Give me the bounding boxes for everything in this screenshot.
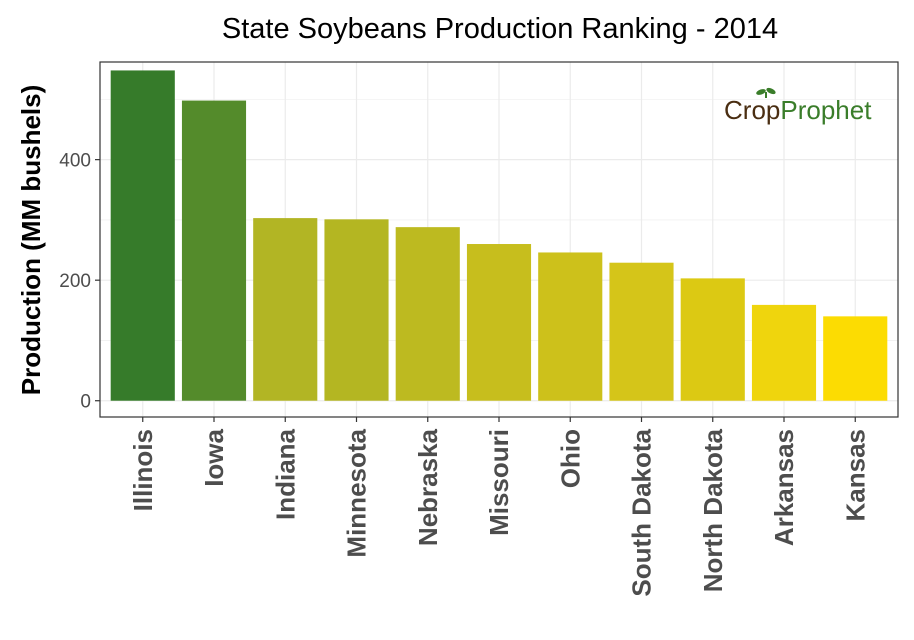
bar-kansas	[823, 316, 888, 401]
bar-arkansas	[751, 304, 817, 401]
bar-minnesota	[324, 219, 389, 401]
x-tick-label: Kansas	[840, 429, 870, 522]
croprophet-logo: CropProphet	[724, 87, 872, 125]
x-tick-label: Missouri	[484, 429, 514, 536]
x-tick-label: Iowa	[199, 428, 229, 486]
x-tick-label: Nebraska	[413, 428, 443, 546]
logo-text-part1: Cr	[724, 95, 752, 125]
bar-iowa	[181, 100, 247, 401]
bar-indiana	[253, 218, 318, 401]
bar-missouri	[466, 244, 532, 401]
x-tick-label: South Dakota	[627, 428, 657, 596]
x-tick-label: North Dakota	[698, 428, 728, 592]
logo-text-part2: p	[766, 95, 780, 125]
bar-nebraska	[395, 227, 460, 401]
y-axis-label: Production (MM bushels)	[16, 85, 46, 396]
sprout-icon	[756, 87, 776, 98]
chart-title: State Soybeans Production Ranking - 2014	[222, 13, 778, 45]
y-axis-ticks: 0 200 400	[59, 151, 100, 413]
x-axis-ticks: Illinois Iowa Indiana Minnesota Nebraska Miss…	[128, 417, 870, 597]
x-tick-label: Arkansas	[769, 429, 799, 546]
y-tick-label: 0	[80, 392, 91, 413]
bar-south-dakota	[609, 262, 674, 401]
x-tick-label: Indiana	[270, 428, 300, 520]
bar-ohio	[538, 252, 603, 401]
x-tick-label: Ohio	[555, 429, 585, 488]
y-tick-label: 400	[59, 151, 91, 172]
x-tick-label: Minnesota	[342, 428, 372, 557]
y-tick-label: 200	[59, 271, 91, 292]
bar-illinois	[110, 70, 175, 401]
x-tick-label: Illinois	[128, 429, 158, 511]
bar-north-dakota	[680, 278, 745, 401]
svg-text:CropProphet: CropProphet	[724, 95, 872, 125]
logo-text-part3: Prophet	[780, 95, 872, 125]
logo-sprout-o: o	[751, 95, 765, 125]
bars	[110, 70, 888, 401]
